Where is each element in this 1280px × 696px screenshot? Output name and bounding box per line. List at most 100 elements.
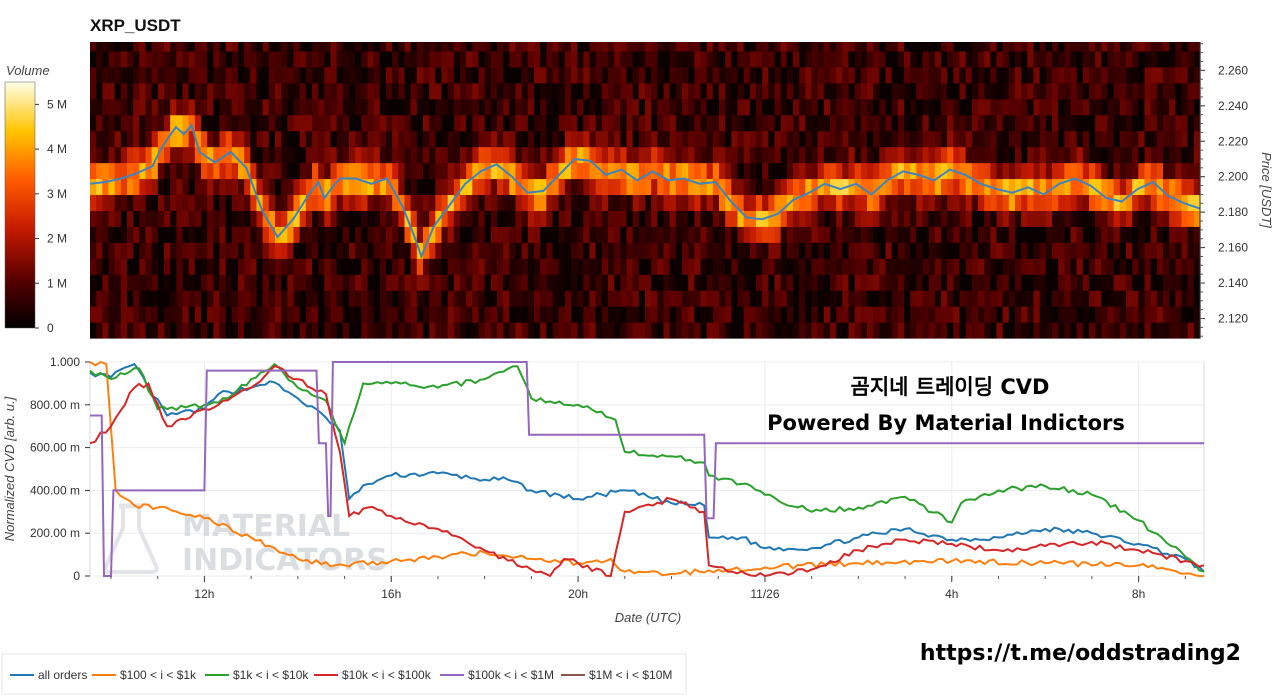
heatmap-cell xyxy=(231,130,239,148)
heatmap-cell xyxy=(293,50,301,68)
heatmap-cell xyxy=(934,66,942,84)
heatmap-cell xyxy=(719,290,726,307)
heatmap-cell xyxy=(669,290,677,307)
heatmap-cell xyxy=(231,322,239,339)
heatmap-cell xyxy=(1101,114,1109,132)
heatmap-cell xyxy=(1126,210,1133,227)
heatmap-cell xyxy=(1181,66,1189,84)
heatmap-cell xyxy=(1156,226,1164,243)
heatmap-cell xyxy=(577,66,584,84)
heatmap-cell xyxy=(712,114,720,132)
heatmap-cell xyxy=(182,178,190,196)
heatmap-cell xyxy=(398,290,406,307)
heatmap-cell xyxy=(453,210,461,227)
heatmap-cell xyxy=(176,290,184,307)
heatmap-cell xyxy=(768,146,776,164)
heatmap-cell xyxy=(268,194,276,211)
heatmap-cell xyxy=(342,194,350,211)
heatmap-cell xyxy=(213,146,221,164)
heatmap-cell xyxy=(990,82,998,100)
heatmap-cell xyxy=(669,210,677,227)
heatmap-cell xyxy=(1002,162,1010,180)
heatmap-cell xyxy=(657,162,665,180)
heatmap-cell xyxy=(96,290,103,307)
heatmap-cell xyxy=(114,274,122,291)
heatmap-cell xyxy=(540,194,547,211)
heatmap-cell xyxy=(1052,242,1059,259)
heatmap-cell xyxy=(990,42,998,52)
heatmap-cell xyxy=(1095,178,1102,196)
heatmap-cell xyxy=(120,114,128,132)
heatmap-cell xyxy=(793,114,800,132)
heatmap-cell xyxy=(762,226,769,243)
heatmap-cell xyxy=(1076,258,1084,275)
heatmap-cell xyxy=(1126,66,1133,84)
heatmap-cell xyxy=(978,258,985,275)
annotation-title: 곰지네 트레이딩 CVD xyxy=(851,375,1050,399)
heatmap-cell xyxy=(700,98,708,116)
heatmap-cell xyxy=(786,226,794,243)
heatmap-cell xyxy=(941,42,948,52)
heatmap-cell xyxy=(1095,226,1102,243)
heatmap-cell xyxy=(404,242,412,259)
heatmap-cell xyxy=(799,322,806,339)
heatmap-cell xyxy=(336,210,344,227)
heatmap-cell xyxy=(330,130,338,148)
heatmap-cell xyxy=(1095,290,1102,307)
cvd-x-tick-label: 11/26 xyxy=(750,587,779,601)
heatmap-cell xyxy=(1021,50,1028,68)
heatmap-cell xyxy=(441,322,449,339)
heatmap-cell xyxy=(965,322,973,339)
heatmap-cell xyxy=(472,306,480,323)
heatmap-cell xyxy=(546,322,554,339)
heatmap-cell xyxy=(330,50,338,68)
heatmap-cell xyxy=(386,242,393,259)
heatmap-cell xyxy=(1138,258,1146,275)
heatmap-cell xyxy=(293,226,301,243)
heatmap-cell xyxy=(139,98,147,116)
heatmap-cell xyxy=(626,274,634,291)
heatmap-cell xyxy=(497,42,504,52)
heatmap-cell xyxy=(287,242,295,259)
heatmap-cell xyxy=(817,114,825,132)
heatmap-cell xyxy=(527,98,535,116)
heatmap-cell xyxy=(219,258,227,275)
heatmap-cell xyxy=(423,98,430,116)
heatmap-cell xyxy=(996,306,1004,323)
heatmap-cell xyxy=(1144,66,1152,84)
heatmap-cell xyxy=(398,306,406,323)
heatmap-cell xyxy=(1126,162,1133,180)
heatmap-cell xyxy=(219,274,227,291)
heatmap-cell xyxy=(657,82,665,100)
heatmap-cell xyxy=(694,226,702,243)
heatmap-cell xyxy=(552,306,560,323)
heatmap-cell xyxy=(164,178,171,196)
heatmap-cell xyxy=(645,66,652,84)
heatmap-cell xyxy=(897,306,905,323)
heatmap-cell xyxy=(651,66,658,84)
heatmap-cell xyxy=(1126,274,1133,291)
heatmap-cell xyxy=(762,322,769,339)
heatmap-cell xyxy=(133,178,140,196)
telegram-link[interactable]: https://t.me/oddstrading2 xyxy=(920,641,1241,666)
heatmap-cell xyxy=(145,274,153,291)
heatmap-cell xyxy=(170,146,177,164)
heatmap-cell xyxy=(219,66,227,84)
heatmap-cell xyxy=(743,98,751,116)
heatmap-cell xyxy=(1033,290,1041,307)
heatmap-cell xyxy=(305,258,313,275)
heatmap-cell xyxy=(219,162,227,180)
heatmap-cell xyxy=(601,178,609,196)
heatmap-cell xyxy=(1052,114,1059,132)
heatmap-cell xyxy=(595,242,603,259)
heatmap-cell xyxy=(941,226,948,243)
heatmap-cell xyxy=(213,162,221,180)
heatmap-cell xyxy=(1156,98,1164,116)
heatmap-cell xyxy=(1002,146,1010,164)
heatmap-cell xyxy=(842,274,850,291)
heatmap-cell xyxy=(540,66,547,84)
heatmap-cell xyxy=(546,226,554,243)
heatmap-cell xyxy=(1181,274,1189,291)
heatmap-cell xyxy=(657,66,665,84)
heatmap-cell xyxy=(164,66,171,84)
